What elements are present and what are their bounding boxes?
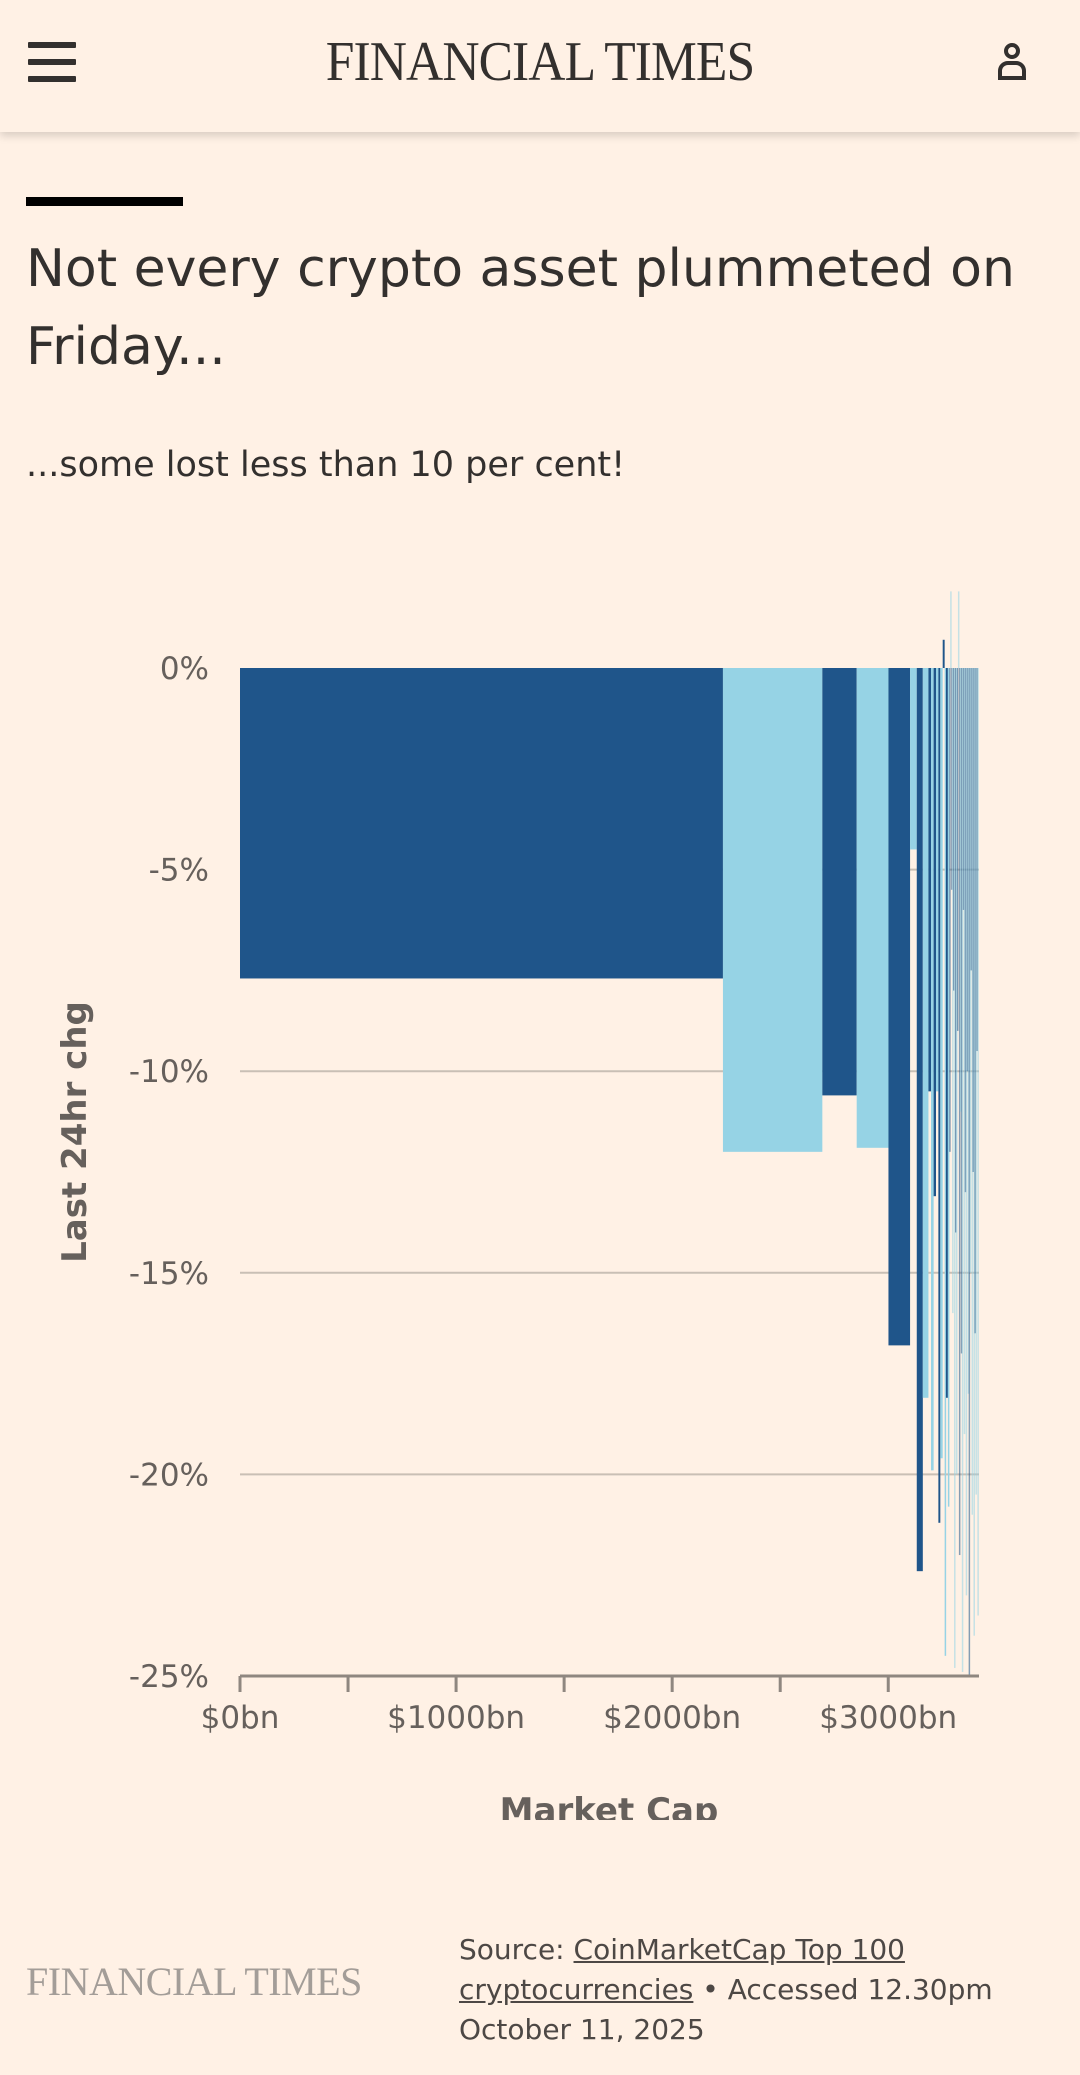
bar [944,668,947,1656]
bar [945,668,948,1398]
hamburger-icon[interactable] [28,40,78,84]
bar [970,668,973,971]
bar [953,668,955,991]
y-axis-title: Last 24hr chg [55,1001,95,1263]
bar [951,668,953,890]
bar [856,668,889,1148]
user-icon[interactable] [994,40,1030,84]
bar [969,668,972,1273]
bar [955,668,957,1233]
bar [942,639,945,668]
y-tick-label: -20% [129,1457,209,1493]
bar [976,668,978,1052]
x-tick-label: $1000bn [387,1700,525,1736]
bar [822,668,857,1096]
footer-ft-logo: FINANCIAL TIMES [26,1959,362,2004]
bar [962,668,965,910]
x-axis-title: Market Cap [500,1791,719,1820]
bar [959,668,962,1112]
bar [722,668,823,1152]
bar [961,668,964,1672]
bar [916,668,923,1572]
x-tick-label: $2000bn [603,1700,741,1736]
bar [956,668,959,1031]
bar [966,668,969,1072]
chart-area: 0% -5% -10% -15% -20% -25% $0bn $1000bn $2000bn $… [55,591,979,1820]
bar [972,668,975,1172]
bar [240,668,723,979]
x-tick-label: $0bn [201,1700,280,1736]
bar [975,668,977,1495]
bar [964,668,967,1193]
bar [922,668,929,1398]
y-tick-label: 0% [160,651,209,687]
bar [938,668,941,1523]
source-note: Source: CoinMarketCap Top 100 cryptocurr… [459,1930,1039,2050]
bar [958,668,961,1556]
bar [935,668,939,1092]
bar [977,668,979,1616]
bar [954,668,956,1668]
bar [963,668,966,1435]
bar [928,668,932,1092]
bar [931,668,934,1471]
bar [967,668,970,1394]
source-link[interactable]: CoinMarketCap Top 100 cryptocurrencies [459,1933,905,2006]
y-tick-label: -25% [129,1659,209,1695]
bar [950,591,952,668]
bar [974,668,976,1334]
bar [971,668,974,1515]
bar [933,668,936,1197]
source-suffix: • Accessed 12.30pm October 11, 2025 [459,1973,993,2046]
bar [973,668,975,1636]
bar [957,591,960,668]
bar [965,668,968,1596]
bar [949,668,951,1152]
top-nav-bar: FINANCIAL TIMES [0,0,1080,132]
bar [952,668,954,1314]
bar [940,668,943,1459]
bar [955,668,958,1475]
y-tick-label: -5% [149,853,209,889]
bar [910,668,917,850]
ft-logo[interactable]: FINANCIAL TIMES [325,31,755,93]
bar [947,668,950,1507]
bar [960,668,963,1354]
chart-subtitle: ...some lost less than 10 per cent! [26,445,626,485]
bar [968,668,971,1676]
chart-title: Not every crypto asset plummeted on Frid… [26,239,1015,377]
x-tick-label: $3000bn [819,1700,957,1736]
source-prefix: Source: [459,1933,574,1966]
y-tick-label: -10% [129,1054,209,1090]
bar [888,668,911,1346]
y-tick-label: -15% [129,1256,209,1292]
title-rule [26,197,183,206]
